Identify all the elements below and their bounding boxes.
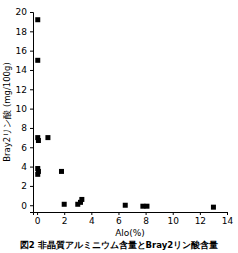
y-tick-mark <box>30 51 33 52</box>
y-tick-label: 0 <box>21 201 27 211</box>
point <box>35 58 40 63</box>
y-tick-mark <box>30 186 33 187</box>
x-tick-label: 2 <box>62 216 68 226</box>
point <box>59 169 64 174</box>
x-tick-mark <box>200 212 201 215</box>
x-tick: 4 <box>89 212 95 226</box>
x-tick-mark <box>173 212 174 215</box>
x-tick-label: 10 <box>168 216 180 226</box>
x-tick: 14 <box>222 212 234 226</box>
x-axis-title: Alo(%) <box>115 228 145 238</box>
x-tick-mark <box>146 212 147 215</box>
y-tick-label: 10 <box>16 104 28 114</box>
point <box>36 138 41 143</box>
y-axis: 0 2 4 6 8 10 12 14 16 18 20 <box>16 7 34 212</box>
point <box>45 135 50 140</box>
y-tick-mark <box>30 128 33 129</box>
y-tick-label: 8 <box>21 123 27 133</box>
y-tick: 20 <box>16 7 33 17</box>
y-tick: 14 <box>16 65 33 75</box>
x-tick: 6 <box>116 212 122 226</box>
x-tick-label: 8 <box>143 216 149 226</box>
point <box>211 205 216 210</box>
x-tick: 8 <box>143 212 149 226</box>
y-tick: 6 <box>21 143 33 153</box>
x-tick-mark <box>37 212 38 215</box>
x-axis: 0 2 4 6 8 10 12 14 <box>34 212 234 226</box>
point <box>62 202 67 207</box>
y-tick: 18 <box>16 27 33 37</box>
y-tick-mark <box>30 147 33 148</box>
x-tick: 2 <box>62 212 68 226</box>
x-tick: 10 <box>168 212 180 226</box>
y-tick-label: 6 <box>21 143 27 153</box>
x-tick-mark <box>227 212 228 215</box>
points <box>35 17 216 209</box>
y-tick-label: 20 <box>16 7 28 17</box>
y-tick: 2 <box>21 181 33 191</box>
y-tick: 8 <box>21 123 33 133</box>
chart: 0 2 4 6 8 10 12 14 0 2 4 6 8 10 12 14 16 18 20 Bray2リン酸 (mg… <box>0 0 238 253</box>
x-tick-label: 14 <box>222 216 234 226</box>
y-tick: 10 <box>16 104 33 114</box>
caption: 図2 非晶質アルミニウム含量とBray2リン酸含量 <box>20 240 218 250</box>
x-tick-label: 12 <box>195 216 206 226</box>
y-tick-label: 16 <box>16 46 28 56</box>
y-tick: 16 <box>16 46 33 56</box>
x-tick: 12 <box>195 212 206 226</box>
plot: 0 2 4 6 8 10 12 14 0 2 4 6 8 10 12 14 16 18 20 <box>16 7 234 226</box>
x-tick-label: 4 <box>89 216 95 226</box>
y-tick: 0 <box>21 201 33 211</box>
y-tick-mark <box>30 205 33 206</box>
x-tick-label: 6 <box>116 216 122 226</box>
x-axis-line <box>34 213 228 216</box>
x-tick: 0 <box>35 212 41 226</box>
y-tick-mark <box>30 70 33 71</box>
y-tick-mark <box>30 167 33 168</box>
y-tick-mark <box>30 89 33 90</box>
x-tick-label: 0 <box>35 216 41 226</box>
x-tick-mark <box>91 212 92 215</box>
y-tick-mark <box>30 12 33 13</box>
point <box>144 204 149 209</box>
y-tick-label: 12 <box>16 85 27 95</box>
y-tick-label: 18 <box>16 27 28 37</box>
point <box>36 169 41 174</box>
y-tick-label: 2 <box>21 181 27 191</box>
point <box>78 200 83 205</box>
y-tick-label: 14 <box>16 65 28 75</box>
y-tick: 4 <box>21 162 33 172</box>
y-tick: 12 <box>16 85 33 95</box>
y-tick-mark <box>30 31 33 32</box>
y-tick-mark <box>30 109 33 110</box>
y-tick-label: 4 <box>21 162 27 172</box>
y-axis-line <box>30 13 34 213</box>
x-tick-mark <box>64 212 65 215</box>
y-axis-title: Bray2リン酸 (mg/100g) <box>2 62 12 161</box>
point <box>35 17 40 22</box>
x-tick-mark <box>118 212 119 215</box>
point <box>123 203 128 208</box>
